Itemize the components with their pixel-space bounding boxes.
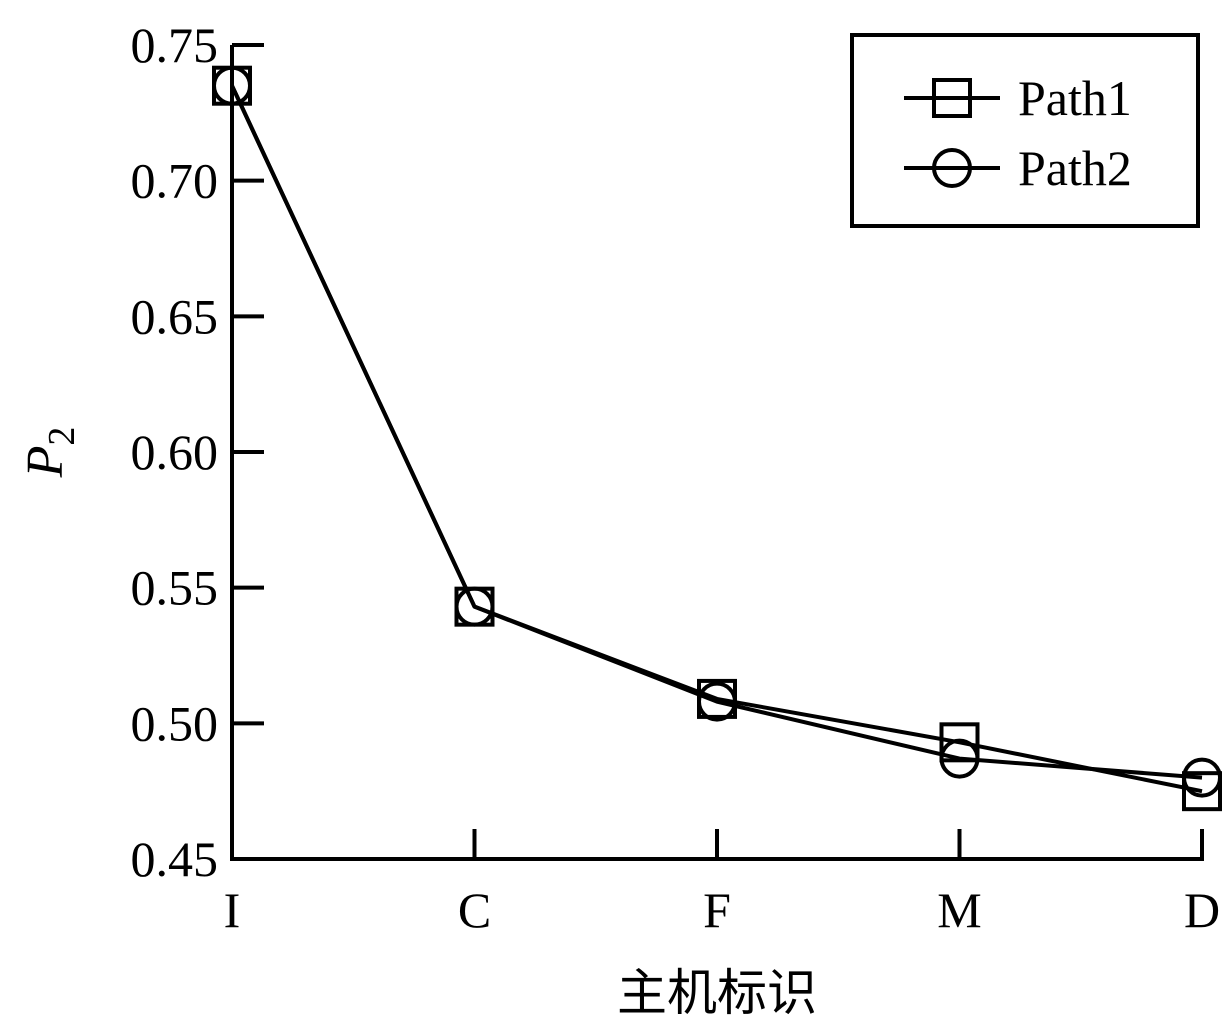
y-tick-label: 0.60 <box>131 424 219 480</box>
legend-marker-circle <box>932 148 972 188</box>
series-line <box>230 84 1203 780</box>
y-tick-label: 0.70 <box>131 153 219 209</box>
legend-entry: Path1 <box>904 70 1132 126</box>
data-point-circle <box>454 586 495 627</box>
y-tick-label: 0.50 <box>131 695 219 751</box>
x-axis-label: 主机标识 <box>617 965 817 1021</box>
legend-marker-square <box>932 78 972 118</box>
legend: Path1 Path2 <box>850 33 1200 228</box>
legend-label: Path2 <box>1018 140 1132 196</box>
x-tick-label: F <box>703 882 731 938</box>
y-tick-label: 0.75 <box>131 17 219 73</box>
x-tick-label: C <box>458 882 491 938</box>
data-point-circle <box>697 681 737 722</box>
legend-label: Path1 <box>1018 70 1132 126</box>
legend-box <box>850 33 1200 228</box>
x-tick-label: M <box>937 882 981 938</box>
series-layer <box>212 65 1222 812</box>
data-point-square <box>1182 771 1222 812</box>
data-point-circle <box>212 65 252 106</box>
data-point-circle <box>939 738 980 779</box>
y-axis-label-main: P <box>17 446 74 479</box>
y-axis-label: P2 <box>17 427 83 479</box>
x-tick-label: I <box>224 882 241 938</box>
legend-entry: Path2 <box>904 140 1132 196</box>
data-point-circle <box>1182 757 1222 798</box>
y-tick-label: 0.45 <box>131 831 219 887</box>
y-axis-label-sub: 2 <box>41 427 83 446</box>
y-axis-ticks: 0.45 0.50 0.55 0.60 0.65 0.70 0.75 <box>131 17 264 887</box>
y-tick-label: 0.65 <box>131 288 219 344</box>
x-tick-label: D <box>1184 882 1220 938</box>
series-path2 <box>212 65 1222 798</box>
y-tick-label: 0.55 <box>131 560 219 616</box>
